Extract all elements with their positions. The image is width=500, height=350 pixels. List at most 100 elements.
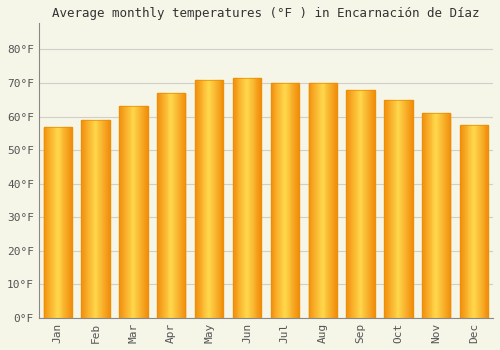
Bar [243,78,244,318]
Bar [107,120,108,318]
Bar [157,93,186,318]
Bar [119,106,120,318]
Bar [143,106,144,318]
Bar [54,127,55,318]
Bar [472,125,473,318]
Bar [170,93,172,318]
Bar [180,93,181,318]
Bar [373,90,374,318]
Bar [484,125,486,318]
Bar [211,79,212,318]
Bar [162,93,163,318]
Bar [249,78,250,318]
Bar [362,90,364,318]
Bar [242,78,243,318]
Bar [214,79,215,318]
Bar [308,83,337,318]
Bar [284,83,285,318]
Bar [438,113,439,318]
Bar [350,90,351,318]
Bar [182,93,184,318]
Bar [138,106,139,318]
Bar [178,93,179,318]
Bar [477,125,478,318]
Bar [173,93,174,318]
Bar [140,106,141,318]
Bar [390,100,391,318]
Bar [288,83,290,318]
Bar [460,125,488,318]
Bar [404,100,405,318]
Bar [136,106,137,318]
Bar [486,125,488,318]
Bar [198,79,200,318]
Bar [175,93,176,318]
Bar [475,125,476,318]
Title: Average monthly temperatures (°F ) in Encarnación de Díaz: Average monthly temperatures (°F ) in En… [52,7,480,20]
Bar [82,120,84,318]
Bar [422,113,450,318]
Bar [85,120,86,318]
Bar [384,100,412,318]
Bar [318,83,319,318]
Bar [208,79,209,318]
Bar [326,83,328,318]
Bar [213,79,214,318]
Bar [445,113,446,318]
Bar [89,120,90,318]
Bar [355,90,356,318]
Bar [125,106,126,318]
Bar [236,78,238,318]
Bar [90,120,91,318]
Bar [278,83,279,318]
Bar [466,125,468,318]
Bar [388,100,389,318]
Bar [252,78,254,318]
Bar [314,83,315,318]
Bar [360,90,362,318]
Bar [473,125,474,318]
Bar [436,113,437,318]
Bar [274,83,276,318]
Bar [134,106,136,318]
Bar [474,125,475,318]
Bar [442,113,443,318]
Bar [91,120,92,318]
Bar [312,83,313,318]
Bar [88,120,89,318]
Bar [370,90,371,318]
Bar [476,125,477,318]
Bar [398,100,400,318]
Bar [330,83,331,318]
Bar [256,78,258,318]
Bar [222,79,224,318]
Bar [353,90,354,318]
Bar [184,93,186,318]
Bar [292,83,294,318]
Bar [424,113,425,318]
Bar [49,127,50,318]
Bar [369,90,370,318]
Bar [335,83,336,318]
Bar [331,83,332,318]
Bar [62,127,64,318]
Bar [251,78,252,318]
Bar [245,78,246,318]
Bar [161,93,162,318]
Bar [126,106,127,318]
Bar [464,125,466,318]
Bar [215,79,216,318]
Bar [374,90,375,318]
Bar [121,106,122,318]
Bar [96,120,98,318]
Bar [202,79,203,318]
Bar [479,125,480,318]
Bar [316,83,317,318]
Bar [346,90,375,318]
Bar [139,106,140,318]
Bar [120,106,121,318]
Bar [443,113,444,318]
Bar [69,127,70,318]
Bar [439,113,440,318]
Bar [481,125,482,318]
